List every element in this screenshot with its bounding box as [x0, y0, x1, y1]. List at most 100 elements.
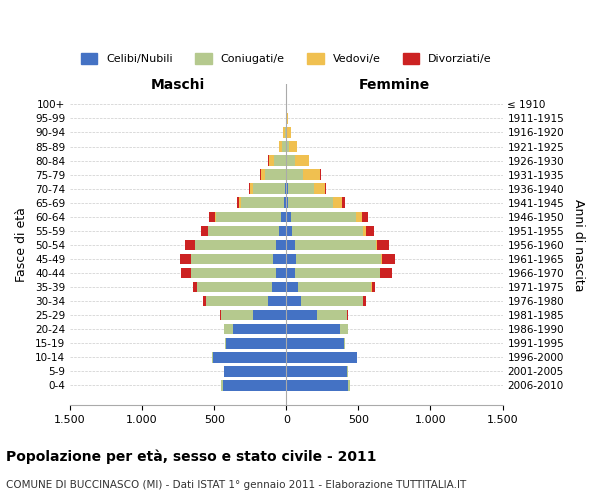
Bar	[201, 226, 208, 236]
Bar	[269, 156, 274, 166]
Bar	[223, 380, 286, 390]
Bar	[233, 324, 286, 334]
Bar	[220, 310, 221, 320]
Bar	[314, 184, 325, 194]
Legend: Celibi/Nubili, Coniugati/e, Vedovi/e, Divorziati/e: Celibi/Nubili, Coniugati/e, Vedovi/e, Di…	[76, 48, 496, 68]
Bar	[288, 184, 314, 194]
Bar	[286, 310, 317, 320]
Text: COMUNE DI BUCCINASCO (MI) - Dati ISTAT 1° gennaio 2011 - Elaborazione TUTTITALIA: COMUNE DI BUCCINASCO (MI) - Dati ISTAT 1…	[6, 480, 466, 490]
Bar	[356, 212, 362, 222]
Bar	[286, 324, 340, 334]
Bar	[320, 170, 321, 180]
Bar	[286, 226, 292, 236]
Bar	[340, 324, 347, 334]
Bar	[376, 240, 377, 250]
Bar	[285, 184, 286, 194]
Bar	[185, 240, 196, 250]
Bar	[286, 240, 295, 250]
Bar	[286, 380, 348, 390]
Bar	[181, 268, 191, 278]
Bar	[286, 127, 287, 138]
Bar	[371, 282, 375, 292]
Bar	[279, 226, 286, 236]
Bar	[286, 141, 289, 152]
Bar	[224, 366, 286, 376]
Bar	[347, 324, 348, 334]
Bar	[236, 198, 239, 208]
Bar	[276, 240, 286, 250]
Bar	[221, 310, 253, 320]
Bar	[292, 226, 363, 236]
Bar	[286, 184, 288, 194]
Bar	[209, 212, 215, 222]
Bar	[286, 352, 357, 362]
Bar	[215, 212, 281, 222]
Bar	[225, 338, 226, 348]
Text: Popolazione per età, sesso e stato civile - 2011: Popolazione per età, sesso e stato civil…	[6, 450, 377, 464]
Bar	[276, 268, 286, 278]
Bar	[221, 380, 223, 390]
Bar	[226, 338, 286, 348]
Bar	[284, 198, 286, 208]
Bar	[298, 282, 371, 292]
Bar	[289, 141, 297, 152]
Bar	[286, 170, 287, 180]
Bar	[286, 113, 287, 124]
Bar	[193, 282, 197, 292]
Bar	[303, 170, 320, 180]
Bar	[239, 198, 241, 208]
Text: Femmine: Femmine	[359, 78, 430, 92]
Bar	[286, 212, 292, 222]
Bar	[191, 268, 276, 278]
Bar	[347, 310, 348, 320]
Y-axis label: Anni di nascita: Anni di nascita	[572, 198, 585, 291]
Text: Maschi: Maschi	[151, 78, 205, 92]
Bar	[382, 254, 395, 264]
Bar	[268, 296, 286, 306]
Bar	[274, 254, 286, 264]
Bar	[196, 240, 276, 250]
Bar	[241, 198, 284, 208]
Bar	[213, 352, 286, 362]
Y-axis label: Fasce di età: Fasce di età	[15, 208, 28, 282]
Bar	[285, 127, 286, 138]
Bar	[301, 296, 363, 306]
Bar	[283, 127, 285, 138]
Bar	[286, 366, 347, 376]
Bar	[286, 296, 301, 306]
Bar	[281, 141, 286, 152]
Bar	[197, 282, 272, 292]
Bar	[333, 198, 342, 208]
Bar	[253, 184, 285, 194]
Bar	[272, 282, 286, 292]
Bar	[206, 296, 268, 306]
Bar	[286, 282, 298, 292]
Bar	[295, 240, 376, 250]
Bar	[363, 226, 365, 236]
Bar	[292, 212, 356, 222]
Bar	[265, 170, 286, 180]
Bar	[249, 184, 250, 194]
Bar	[224, 324, 233, 334]
Bar	[250, 184, 253, 194]
Bar	[295, 268, 380, 278]
Bar	[191, 254, 274, 264]
Bar	[363, 296, 366, 306]
Bar	[260, 170, 261, 180]
Bar	[362, 212, 368, 222]
Bar	[289, 198, 333, 208]
Bar	[365, 226, 374, 236]
Bar	[287, 170, 303, 180]
Bar	[287, 156, 295, 166]
Bar	[286, 338, 344, 348]
Bar	[208, 226, 279, 236]
Bar	[261, 170, 265, 180]
Bar	[296, 254, 382, 264]
Bar	[377, 240, 389, 250]
Bar	[325, 184, 326, 194]
Bar	[286, 254, 296, 264]
Bar	[287, 127, 290, 138]
Bar	[286, 198, 289, 208]
Bar	[348, 380, 350, 390]
Bar	[342, 198, 344, 208]
